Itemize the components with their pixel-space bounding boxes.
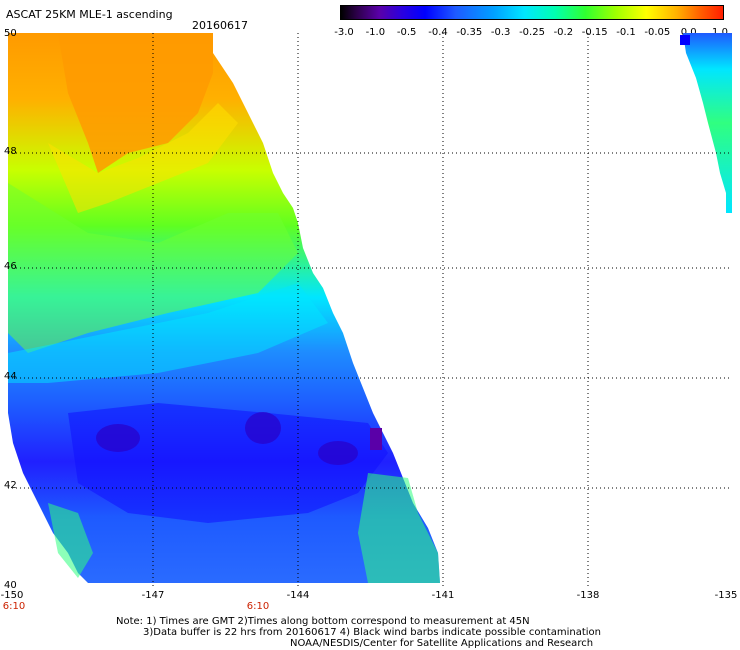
colorbar-tick-label: -0.4 xyxy=(428,27,448,38)
lon-label: -135 xyxy=(714,590,738,601)
colorbar-tick-label: 0.0 xyxy=(680,27,697,38)
colorbar-tick-label: -0.15 xyxy=(581,27,608,38)
map-date: 20160617 xyxy=(192,19,248,32)
time-label: 6:10 xyxy=(2,601,26,612)
lon-label: -144 xyxy=(286,590,310,601)
colorbar-tick-label: -0.35 xyxy=(456,27,483,38)
map-title: ASCAT 25KM MLE-1 ascending xyxy=(6,8,173,21)
colorbar-tick-label: 1.0 xyxy=(712,27,728,38)
lat-label: 46 xyxy=(4,261,17,272)
lon-label: -141 xyxy=(431,590,455,601)
note-line-1: Note: 1) Times are GMT 2)Times along bot… xyxy=(116,616,530,627)
map-graticule xyxy=(8,33,732,588)
colorbar-tick-label: -3.0 xyxy=(334,27,354,38)
lat-label: 48 xyxy=(4,146,17,157)
map-plot xyxy=(8,33,732,588)
colorbar-tick-label: -1.0 xyxy=(365,27,386,38)
colorbar-tick-label: -0.05 xyxy=(644,27,671,38)
lat-label: 44 xyxy=(4,371,17,382)
note-line-3: NOAA/NESDIS/Center for Satellite Applica… xyxy=(290,638,594,649)
colorbar-tick-label: -0.3 xyxy=(490,27,511,38)
colorbar xyxy=(340,5,724,22)
main-swath xyxy=(8,33,440,583)
colorbar-gradient xyxy=(340,5,724,20)
note-line-2: 3)Data buffer is 22 hrs from 20160617 4)… xyxy=(143,627,601,638)
colorbar-tick-label: -0.2 xyxy=(553,27,574,38)
east-swath xyxy=(680,33,732,213)
lat-label: 40 xyxy=(4,580,17,591)
lon-label: -150 xyxy=(0,590,24,601)
colorbar-tick-label: -0.1 xyxy=(616,27,636,38)
lon-label: -138 xyxy=(576,590,600,601)
time-label: 6:10 xyxy=(246,601,270,612)
lon-label: -147 xyxy=(141,590,165,601)
lat-label: 42 xyxy=(4,480,17,491)
colorbar-tick-label: -0.5 xyxy=(396,27,417,38)
lat-label: 50 xyxy=(4,28,17,39)
colorbar-tick-label: -0.25 xyxy=(519,27,545,38)
